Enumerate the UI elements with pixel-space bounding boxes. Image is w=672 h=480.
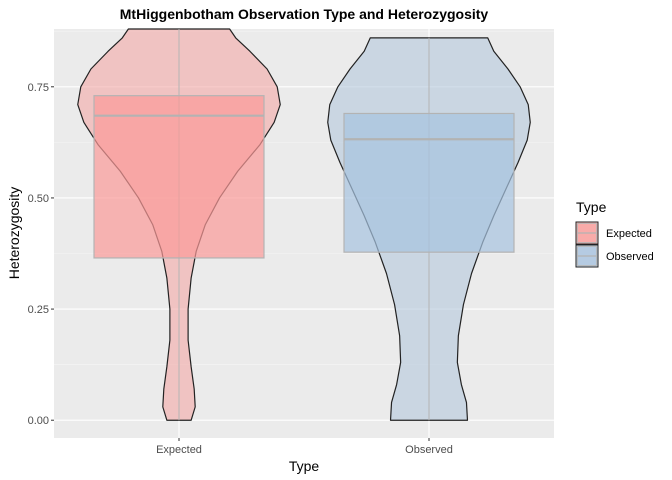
- legend-label: Observed: [606, 251, 654, 263]
- legend: Type Expected Observed: [575, 199, 654, 268]
- y-tick-label: 0.00: [28, 415, 49, 427]
- plot-marks: [77, 28, 531, 421]
- x-tick-label: Observed: [405, 444, 453, 456]
- series-observed: [327, 37, 531, 421]
- box: [343, 112, 515, 253]
- x-tick-label: Expected: [156, 444, 202, 456]
- legend-title: Type: [576, 199, 607, 215]
- y-tick-label: 0.50: [28, 193, 49, 205]
- y-tick-label: 0.75: [28, 82, 49, 94]
- y-tick-label: 0.25: [28, 304, 49, 316]
- box: [93, 95, 265, 259]
- chart-title: MtHiggenbotham Observation Type and Hete…: [120, 6, 489, 22]
- y-axis: 0.00 0.25 0.50 0.75: [28, 82, 54, 427]
- series-expected: [77, 28, 281, 421]
- legend-key-expected: Expected: [575, 221, 652, 245]
- legend-key-observed: Observed: [575, 244, 654, 268]
- legend-label: Expected: [606, 228, 652, 240]
- x-axis: Expected Observed: [156, 438, 453, 456]
- y-axis-title: Heterozygosity: [6, 187, 22, 280]
- x-axis-title: Type: [289, 458, 320, 474]
